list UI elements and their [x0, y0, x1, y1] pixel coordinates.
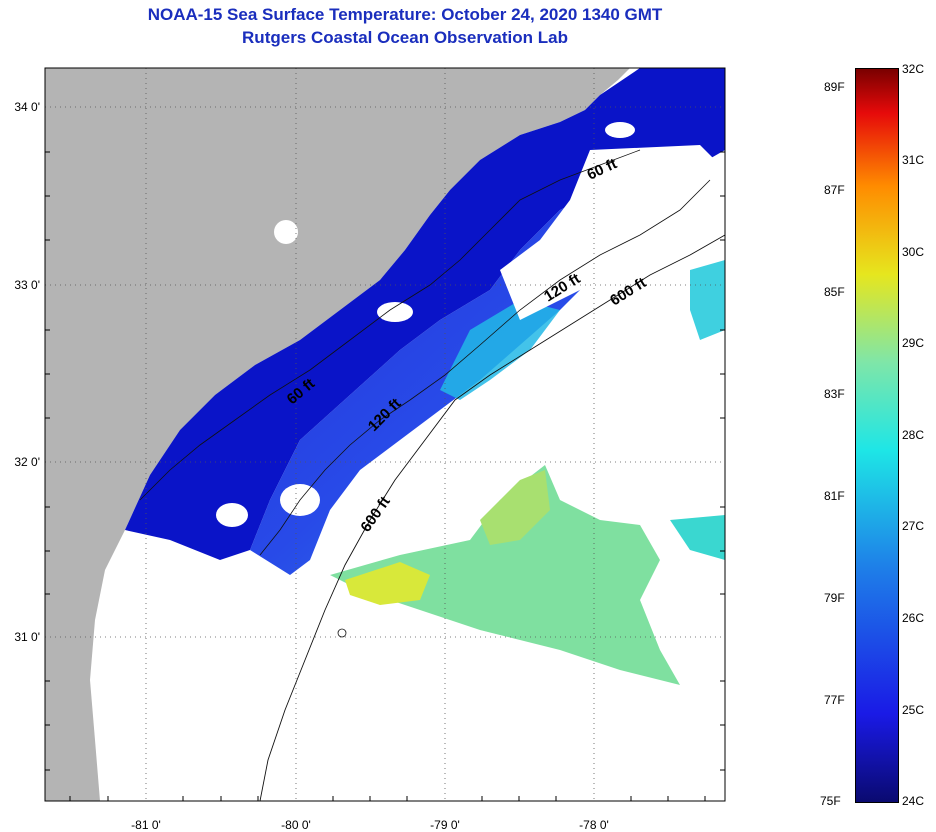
isobath-120ft	[259, 179, 711, 556]
land-mass	[45, 68, 630, 801]
lon-label-80: -80 0'	[281, 818, 311, 832]
warmest-patch	[345, 562, 430, 605]
cyan-patch-south	[670, 515, 725, 560]
island-outline	[337, 628, 347, 638]
cloud-hole	[377, 302, 413, 322]
map-subtitle: Rutgers Coastal Ocean Observation Lab	[242, 28, 568, 47]
cloud-hole	[216, 503, 248, 527]
colorbar-c-25: 25C	[902, 703, 925, 717]
cloud-hole	[274, 220, 298, 244]
colorbar-c-32: 32C	[902, 62, 925, 76]
map-title: NOAA-15 Sea Surface Temperature: October…	[147, 5, 663, 24]
colorbar-c-27: 27C	[902, 519, 925, 533]
lat-label-32: 32 0'	[14, 455, 40, 469]
colorbar-f-87: 87F	[824, 183, 845, 197]
lon-label-78: -78 0'	[579, 818, 609, 832]
colorbar-c-30: 30C	[902, 245, 925, 259]
temperature-colorbar	[855, 68, 899, 803]
colorbar-c-31: 31C	[902, 153, 925, 167]
cyan-patch	[440, 300, 560, 400]
cloud-area	[500, 145, 725, 320]
isobath-60ft	[139, 149, 641, 501]
colorbar-f-89: 89F	[824, 80, 845, 94]
warm-offshore-patch	[330, 465, 680, 685]
colorbar-c-24: 24C	[902, 794, 925, 808]
lat-label-34: 34 0'	[14, 100, 40, 114]
colorbar-f-83: 83F	[824, 387, 845, 401]
lon-label-81: -81 0'	[131, 818, 161, 832]
yellow-green-patch	[480, 470, 550, 545]
colorbar-f-85: 85F	[824, 285, 845, 299]
lat-label-33: 33 0'	[14, 278, 40, 292]
lat-label-31: 31 0'	[14, 630, 40, 644]
colorbar-f-75: 75F	[820, 794, 841, 808]
cloud-hole	[605, 122, 635, 138]
map-frame	[44, 67, 726, 802]
colorbar-c-29: 29C	[902, 336, 925, 350]
colorbar-c-28: 28C	[902, 428, 925, 442]
isobath-600ft	[259, 234, 725, 801]
graticule	[45, 68, 725, 801]
colorbar-c-26: 26C	[902, 611, 925, 625]
colorbar-f-77: 77F	[824, 693, 845, 707]
colorbar-f-79: 79F	[824, 591, 845, 605]
cyan-patch-east	[690, 260, 725, 340]
lon-label-79: -79 0'	[430, 818, 460, 832]
colorbar-f-81: 81F	[824, 489, 845, 503]
frame-ticks	[45, 151, 725, 801]
